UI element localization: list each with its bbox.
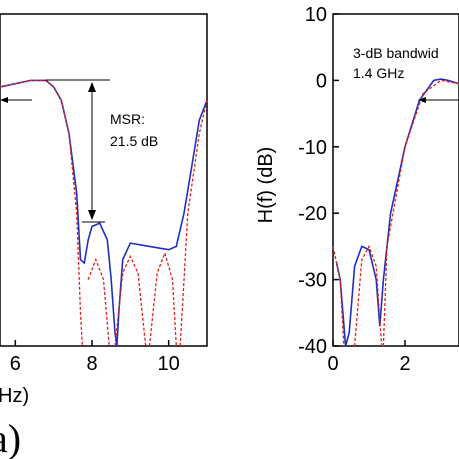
- y-tick-label: -20: [298, 203, 327, 225]
- y-tick-label: -40: [298, 336, 327, 358]
- series-line: [0, 79, 208, 347]
- annotation: 1.4 GHz: [353, 65, 404, 81]
- x-tick-label: 0: [327, 353, 338, 375]
- arrow-head: [88, 82, 96, 92]
- arrow-head: [418, 97, 426, 103]
- y-tick-label: -10: [298, 137, 327, 159]
- plot-frame: [332, 13, 459, 347]
- x-tick-label: 2: [399, 353, 410, 375]
- x-axis-label: Hz): [0, 385, 29, 407]
- panel-label: a): [0, 416, 21, 459]
- arrow-head: [0, 97, 8, 103]
- y-tick-label: 10: [305, 4, 327, 26]
- y-axis-label: H(f) (dB): [255, 147, 277, 224]
- annotation: MSR:: [110, 111, 145, 127]
- series-line: [0, 79, 208, 347]
- annotation: 21.5 dB: [110, 133, 158, 149]
- series-line: [332, 79, 459, 347]
- plot-frame: [0, 13, 208, 347]
- x-tick-label: 6: [10, 353, 21, 375]
- annotation: 3-dB bandwid: [353, 45, 439, 61]
- series-line: [335, 78, 459, 347]
- y-tick-label: -30: [298, 270, 327, 292]
- arrow-head: [88, 210, 96, 220]
- y-tick-label: 0: [316, 70, 327, 92]
- x-tick-label: 8: [86, 353, 97, 375]
- x-tick-label: 10: [158, 353, 180, 375]
